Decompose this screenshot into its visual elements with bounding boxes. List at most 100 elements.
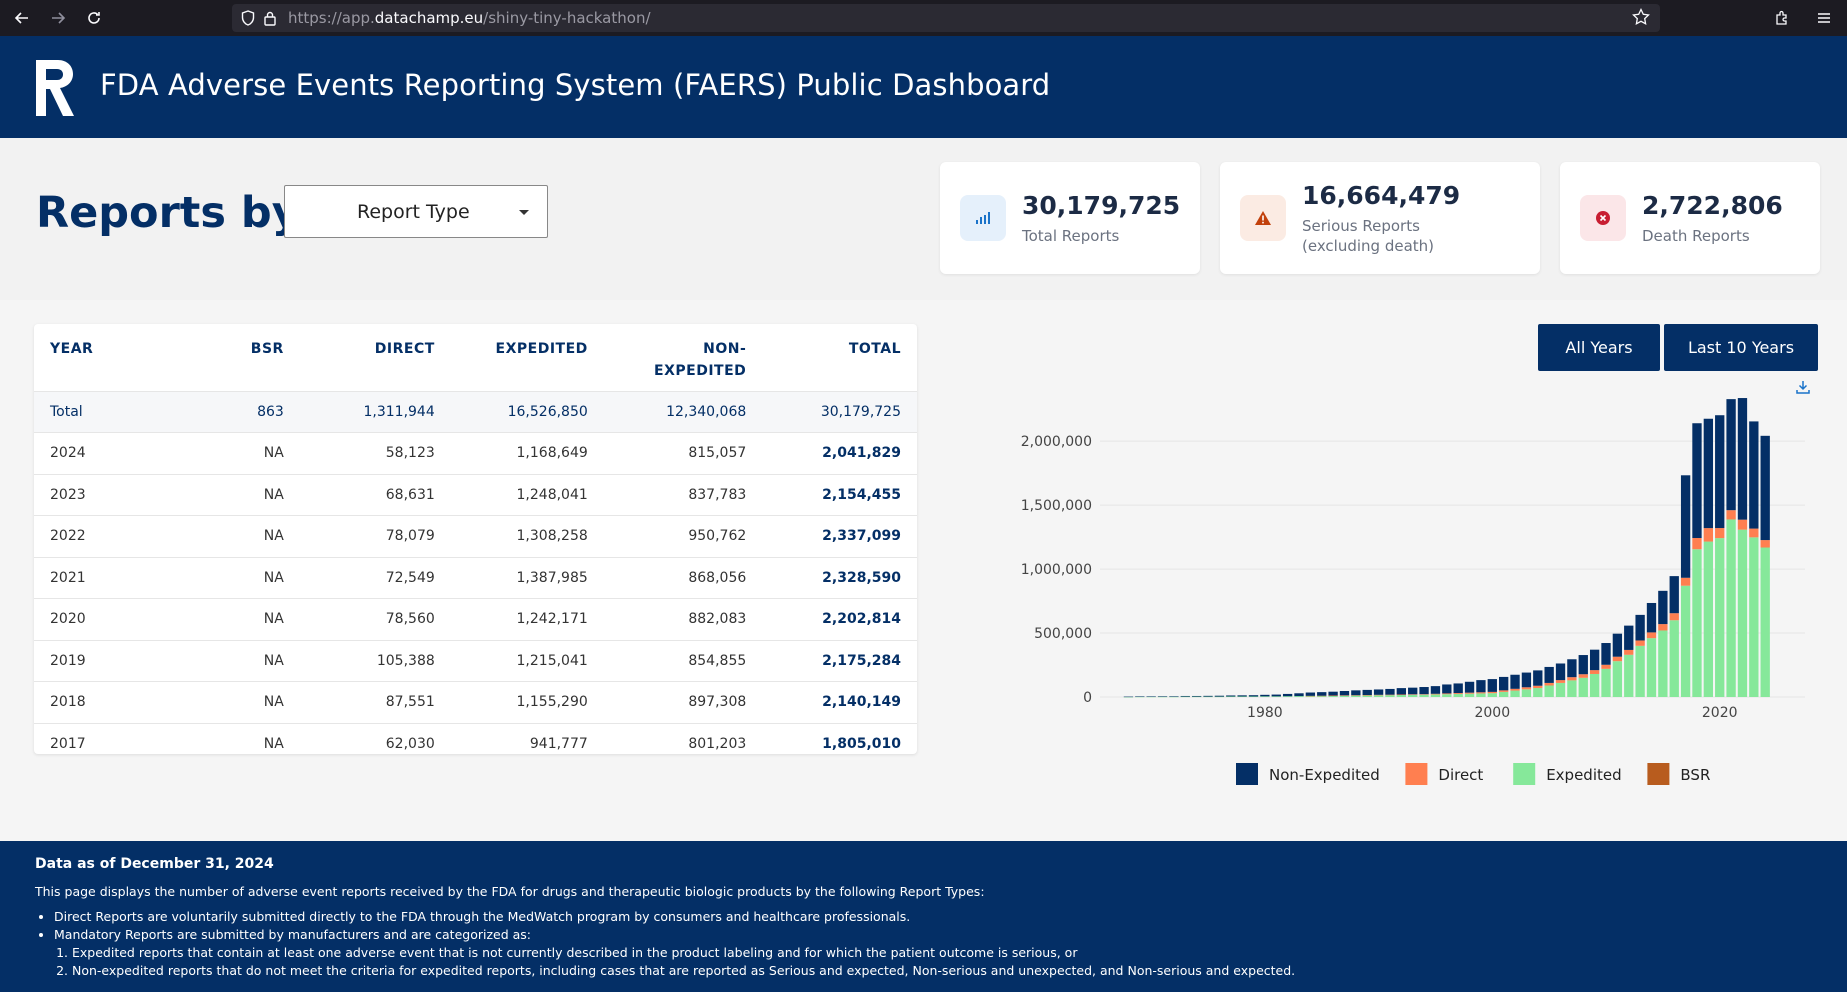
address-bar[interactable]: https://app.datachamp.eu/shiny-tiny-hack… bbox=[232, 4, 1660, 32]
column-header-year[interactable]: YEAR bbox=[34, 324, 180, 392]
bar-segment bbox=[1453, 693, 1463, 697]
death-reports-card: 2,722,806 Death Reports bbox=[1560, 162, 1820, 274]
bar-segment bbox=[1396, 688, 1406, 695]
table-cell: 12,340,068 bbox=[587, 391, 747, 433]
table-cell: 78,079 bbox=[283, 515, 435, 558]
bar-segment bbox=[1146, 696, 1156, 697]
menu-icon[interactable] bbox=[1809, 3, 1839, 33]
bar-segment bbox=[1169, 696, 1179, 697]
bar-segment bbox=[1658, 630, 1668, 697]
forward-icon[interactable] bbox=[43, 3, 73, 33]
bar-segment bbox=[1544, 682, 1554, 686]
x-circle-icon bbox=[1580, 195, 1626, 241]
table-cell: 2,041,829 bbox=[746, 432, 917, 475]
table-cell: 2018 bbox=[34, 681, 180, 724]
bar-segment bbox=[1726, 510, 1736, 520]
bar-segment bbox=[1487, 679, 1497, 692]
column-header-non-expedited[interactable]: NON-EXPEDITED bbox=[587, 324, 747, 392]
bar-segment bbox=[1453, 693, 1463, 694]
bar-segment bbox=[1533, 685, 1543, 689]
x-tick-label: 2000 bbox=[1474, 705, 1510, 721]
bar-segment bbox=[1487, 693, 1497, 697]
bar-segment bbox=[1442, 693, 1452, 695]
bar-segment bbox=[1555, 663, 1566, 681]
url-text[interactable]: https://app.datachamp.eu/shiny-tiny-hack… bbox=[288, 9, 651, 27]
table-cell: 2,140,149 bbox=[746, 681, 917, 724]
back-icon[interactable] bbox=[7, 3, 37, 33]
table-cell: 950,762 bbox=[587, 515, 747, 558]
bar-segment bbox=[1260, 696, 1270, 697]
bar-segment bbox=[1601, 643, 1611, 665]
reports-by-heading: Reports by: bbox=[36, 188, 317, 238]
table-row: 2022 NA 78,079 1,308,258 950,762 2,337,099 bbox=[34, 515, 917, 558]
all-years-button[interactable]: All Years bbox=[1538, 324, 1660, 371]
column-header-direct[interactable]: DIRECT bbox=[283, 324, 435, 392]
bar-segment bbox=[1680, 475, 1691, 578]
bar-segment bbox=[1328, 695, 1338, 697]
r-logo-icon bbox=[36, 60, 74, 116]
legend-label: Non-Expedited bbox=[1269, 766, 1380, 784]
bar-segment bbox=[1442, 684, 1452, 694]
bar-segment bbox=[1305, 695, 1316, 697]
bar-segment bbox=[1317, 695, 1327, 697]
bookmark-star-icon[interactable] bbox=[1632, 7, 1650, 31]
legend-label: Direct bbox=[1438, 766, 1483, 784]
bar-segment bbox=[1555, 682, 1566, 697]
column-header-total[interactable]: TOTAL bbox=[746, 324, 917, 392]
reload-icon[interactable] bbox=[79, 3, 109, 33]
bar-segment bbox=[1669, 576, 1679, 614]
bar-segment bbox=[1351, 695, 1361, 697]
table-cell: 30,179,725 bbox=[746, 391, 917, 433]
bar-segment bbox=[1589, 649, 1600, 671]
bar-segment bbox=[1703, 528, 1714, 542]
extensions-icon[interactable] bbox=[1767, 3, 1797, 33]
column-header-expedited[interactable]: EXPEDITED bbox=[434, 324, 588, 392]
table-cell: 16,526,850 bbox=[434, 391, 588, 433]
bar-segment bbox=[1464, 693, 1475, 697]
legend-swatch bbox=[1236, 763, 1258, 785]
bar-segment bbox=[1294, 696, 1304, 697]
legend-label: Expedited bbox=[1546, 766, 1621, 784]
bar-segment bbox=[1510, 688, 1520, 691]
bar-segment bbox=[1635, 614, 1645, 641]
table-cell: 2,337,099 bbox=[746, 515, 917, 558]
x-tick-label: 2020 bbox=[1702, 705, 1738, 721]
bar-segment bbox=[1282, 696, 1293, 697]
table-cell: 815,057 bbox=[587, 432, 747, 475]
table-cell: 2024 bbox=[34, 432, 180, 475]
bar-segment bbox=[1646, 638, 1657, 697]
table-row: 2023 NA 68,631 1,248,041 837,783 2,154,455 bbox=[34, 474, 917, 516]
legend-swatch bbox=[1647, 763, 1670, 785]
table-row: 2020 NA 78,560 1,242,171 882,083 2,202,814 bbox=[34, 598, 917, 641]
bar-segment bbox=[1715, 528, 1725, 539]
column-header-bsr[interactable]: BSR bbox=[179, 324, 284, 392]
bar-segment bbox=[1680, 585, 1691, 697]
bar-segment bbox=[1123, 696, 1134, 698]
bar-segment bbox=[1737, 398, 1748, 520]
bar-segment bbox=[1430, 694, 1441, 697]
bar-segment bbox=[1624, 654, 1634, 697]
bar-segment bbox=[1214, 695, 1225, 697]
table-cell: NA bbox=[179, 515, 284, 558]
bar-segment bbox=[1385, 695, 1395, 697]
table-cell: 868,056 bbox=[587, 557, 747, 599]
bar-segment bbox=[1226, 695, 1236, 697]
table-header-row: YEAR BSR DIRECT EXPEDITED NON-EXPEDITED … bbox=[34, 324, 917, 392]
footer-subitem: Non-expedited reports that do not meet t… bbox=[72, 963, 1295, 978]
table-cell: 78,560 bbox=[283, 598, 435, 641]
bar-segment bbox=[1203, 695, 1213, 697]
shield-icon[interactable] bbox=[238, 8, 258, 28]
bar-segment bbox=[1203, 696, 1213, 698]
bar-segment bbox=[1385, 688, 1395, 695]
lock-icon[interactable] bbox=[260, 8, 280, 28]
reports-table-card: YEAR BSR DIRECT EXPEDITED NON-EXPEDITED … bbox=[34, 324, 917, 754]
table-row: 2024 NA 58,123 1,168,649 815,057 2,041,829 bbox=[34, 432, 917, 475]
bar-segment bbox=[1612, 633, 1623, 657]
last-10-years-button[interactable]: Last 10 Years bbox=[1664, 324, 1818, 371]
report-type-select[interactable]: Report Type bbox=[284, 185, 548, 238]
bar-segment bbox=[1476, 692, 1486, 694]
table-total-row: Total 863 1,311,944 16,526,850 12,340,06… bbox=[34, 391, 917, 433]
footer-title: Data as of December 31, 2024 bbox=[35, 856, 274, 872]
download-icon[interactable] bbox=[1795, 379, 1811, 400]
bar-segment bbox=[1521, 672, 1532, 688]
